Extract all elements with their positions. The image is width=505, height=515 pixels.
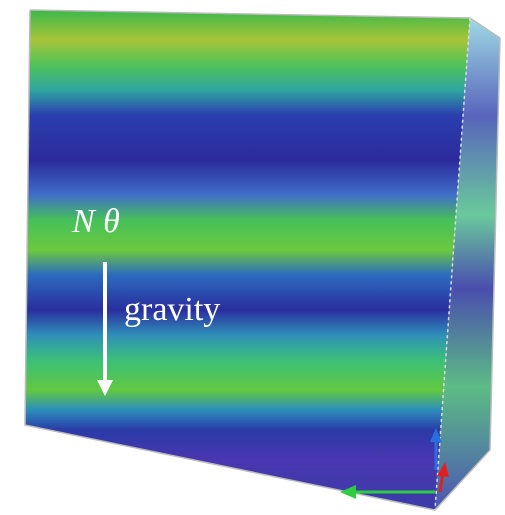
page: {"labels": {"field": "N θ", "direction":… — [0, 0, 505, 515]
field-label: N θ — [71, 203, 120, 240]
visualization: N θ gravity — [0, 0, 505, 515]
gravity-label: gravity — [124, 291, 220, 328]
front-face — [25, 10, 470, 510]
